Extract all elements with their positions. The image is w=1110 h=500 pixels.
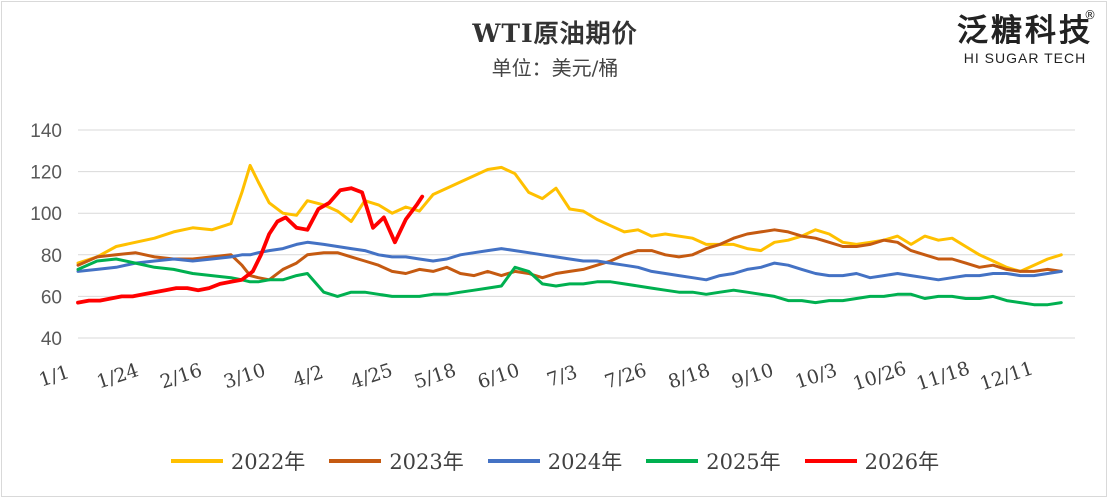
x-tick-label: 3/10 [221,359,268,393]
brand-logo: 泛糖科技 HI SUGAR TECH ® [950,8,1100,66]
y-tick-label: 120 [30,163,62,184]
x-tick-label: 7/26 [602,359,649,393]
legend-item: 2025年 [646,446,781,476]
series-line-4 [76,186,425,305]
y-tick-label: 60 [41,287,62,308]
legend-item: 2026年 [804,446,940,476]
legend-swatch [646,459,699,463]
chart-title: WTI原油期价 [472,19,638,48]
x-tick-label: 6/10 [475,359,522,393]
logo-name-cn: 泛糖科技 [957,13,1093,49]
registered-mark: ® [1084,8,1096,22]
x-tick-label: 10/26 [850,357,909,395]
legend-label: 2025年 [706,450,781,474]
x-tick-label: 7/3 [544,361,580,391]
x-tick-label: 10/3 [792,359,839,393]
legend-label: 2026年 [864,450,940,474]
legend-label: 2022年 [230,450,306,474]
legend-item: 2022年 [170,446,306,476]
x-tick-label: 4/25 [348,359,395,393]
series-line-2 [76,240,1063,282]
legend-item: 2024年 [487,446,623,476]
legend-label: 2023年 [389,450,464,474]
y-axis: 40 60 80 100 120 140 [30,121,62,350]
x-tick-label: 4/2 [290,361,326,391]
x-tick-label: 12/11 [977,357,1036,395]
x-tick-label: 8/18 [665,359,712,393]
x-tick-label: 5/18 [411,359,458,393]
legend-swatch [487,459,540,463]
plot-area [76,163,1063,307]
chart-subtitle: 单位：美元/桶 [491,56,619,80]
x-axis: 1/1 1/24 2/16 3/10 4/2 4/25 5/18 6/10 7/3 7/26 8/1… [36,357,1036,395]
logo-name-en: HI SUGAR TECH [963,50,1087,66]
legend-swatch [804,459,857,463]
y-tick-label: 80 [41,246,62,267]
x-tick-label: 1/24 [94,359,141,393]
legend: 2022年 2023年 2024年 2025年 2026年 [0,446,1110,476]
y-tick-label: 140 [30,121,62,142]
legend-item: 2023年 [329,446,464,476]
legend-swatch [329,459,382,463]
legend-swatch [170,459,223,463]
series-line-3 [76,257,1063,307]
legend-label: 2024年 [547,450,623,474]
x-tick-label: 9/10 [729,359,776,393]
y-tick-label: 40 [41,329,62,350]
x-tick-label: 11/18 [914,357,973,395]
series-line-0 [76,163,1063,273]
x-tick-label: 1/1 [36,361,72,391]
gridlines [78,129,1075,339]
y-tick-label: 100 [30,204,62,225]
x-tick-label: 2/16 [157,359,204,393]
